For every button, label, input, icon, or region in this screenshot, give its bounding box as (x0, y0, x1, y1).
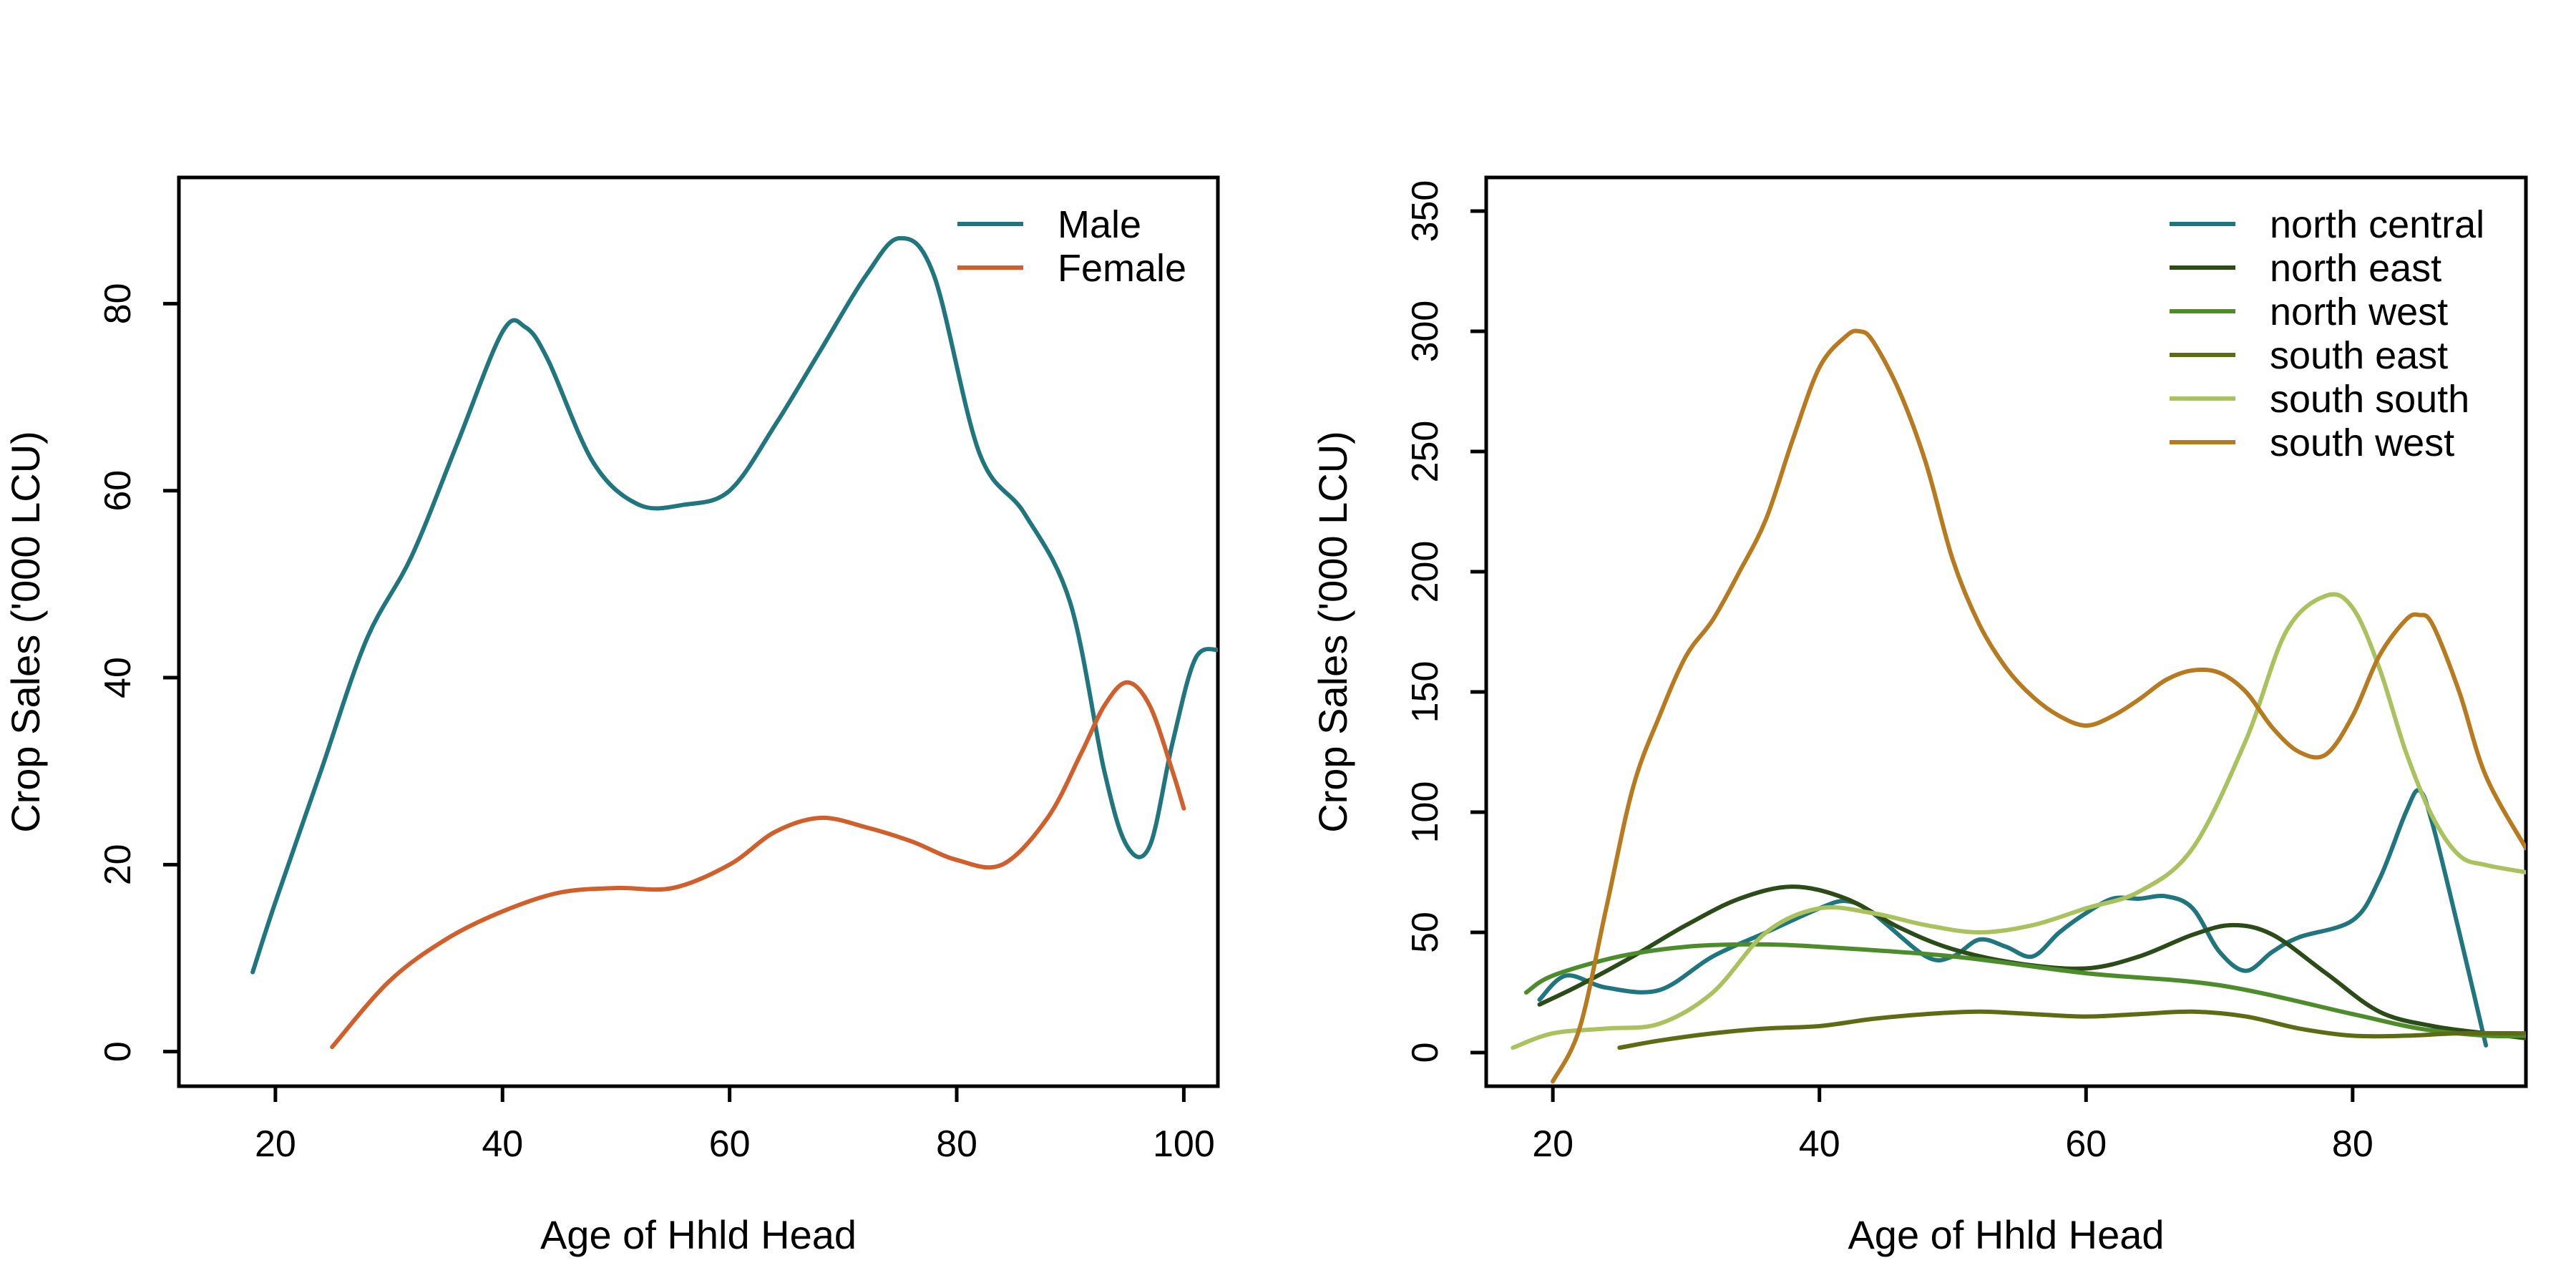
series-line-south-east (1617, 1009, 2526, 1050)
x-tick-label: 80 (2332, 1123, 2373, 1165)
series-line-north-west (1523, 942, 2526, 1039)
y-tick-label: 250 (1405, 421, 1446, 483)
series-line-south-south (1511, 592, 2526, 1050)
y-tick-label: 60 (97, 470, 139, 512)
series-line-female (330, 680, 1186, 1050)
x-tick-label: 100 (1153, 1123, 1215, 1165)
legend-label: Male (1058, 203, 1141, 246)
y-tick-label: 20 (97, 844, 139, 885)
left-chart-panel: 20 40 60 80 100 0 20 40 60 80 Age of Hhld Head Crop… (3, 175, 1220, 1257)
y-tick-label: 50 (1405, 912, 1446, 953)
y-tick-label: 0 (1405, 1043, 1446, 1063)
legend-label: south south (2270, 378, 2469, 421)
legend-label: north east (2270, 247, 2441, 290)
series-group (1511, 328, 2526, 1084)
legend-label: north central (2270, 203, 2484, 246)
x-axis-label: Age of Hhld Head (1848, 1212, 2164, 1257)
y-axis-label: Crop Sales ('000 LCU) (1310, 431, 1355, 833)
series-line-male (250, 235, 1218, 975)
x-tick-label: 80 (936, 1123, 977, 1165)
y-tick-label: 40 (97, 657, 139, 698)
legend-label: south west (2270, 421, 2454, 464)
legend-label: north west (2270, 291, 2448, 333)
x-tick-label: 20 (255, 1123, 296, 1165)
legend-label: south east (2270, 334, 2448, 377)
legend-label: Female (1058, 247, 1186, 290)
x-tick-label: 20 (1532, 1123, 1574, 1165)
y-tick-label: 80 (97, 283, 139, 324)
y-tick-label: 200 (1405, 541, 1446, 603)
series-line-north-central (1537, 788, 2489, 1048)
x-tick-label: 40 (482, 1123, 523, 1165)
x-tick-label: 60 (2065, 1123, 2107, 1165)
series-group (250, 235, 1218, 1050)
series-line-south-west (1551, 328, 2526, 1084)
x-tick-label: 60 (709, 1123, 751, 1165)
y-tick-label: 100 (1405, 781, 1446, 844)
y-axis-label: Crop Sales ('000 LCU) (3, 431, 48, 833)
y-tick-label: 350 (1405, 180, 1446, 243)
y-tick-label: 300 (1405, 301, 1446, 363)
x-tick-label: 40 (1799, 1123, 1840, 1165)
plot-frame (177, 175, 1220, 1088)
y-tick-label: 0 (97, 1041, 139, 1062)
y-tick-label: 150 (1405, 661, 1446, 723)
right-chart-panel: 20 40 60 80 0 50 100 150 200 250 300 350 Age of Hhld… (1310, 175, 2528, 1257)
x-axis-label: Age of Hhld Head (540, 1212, 857, 1257)
